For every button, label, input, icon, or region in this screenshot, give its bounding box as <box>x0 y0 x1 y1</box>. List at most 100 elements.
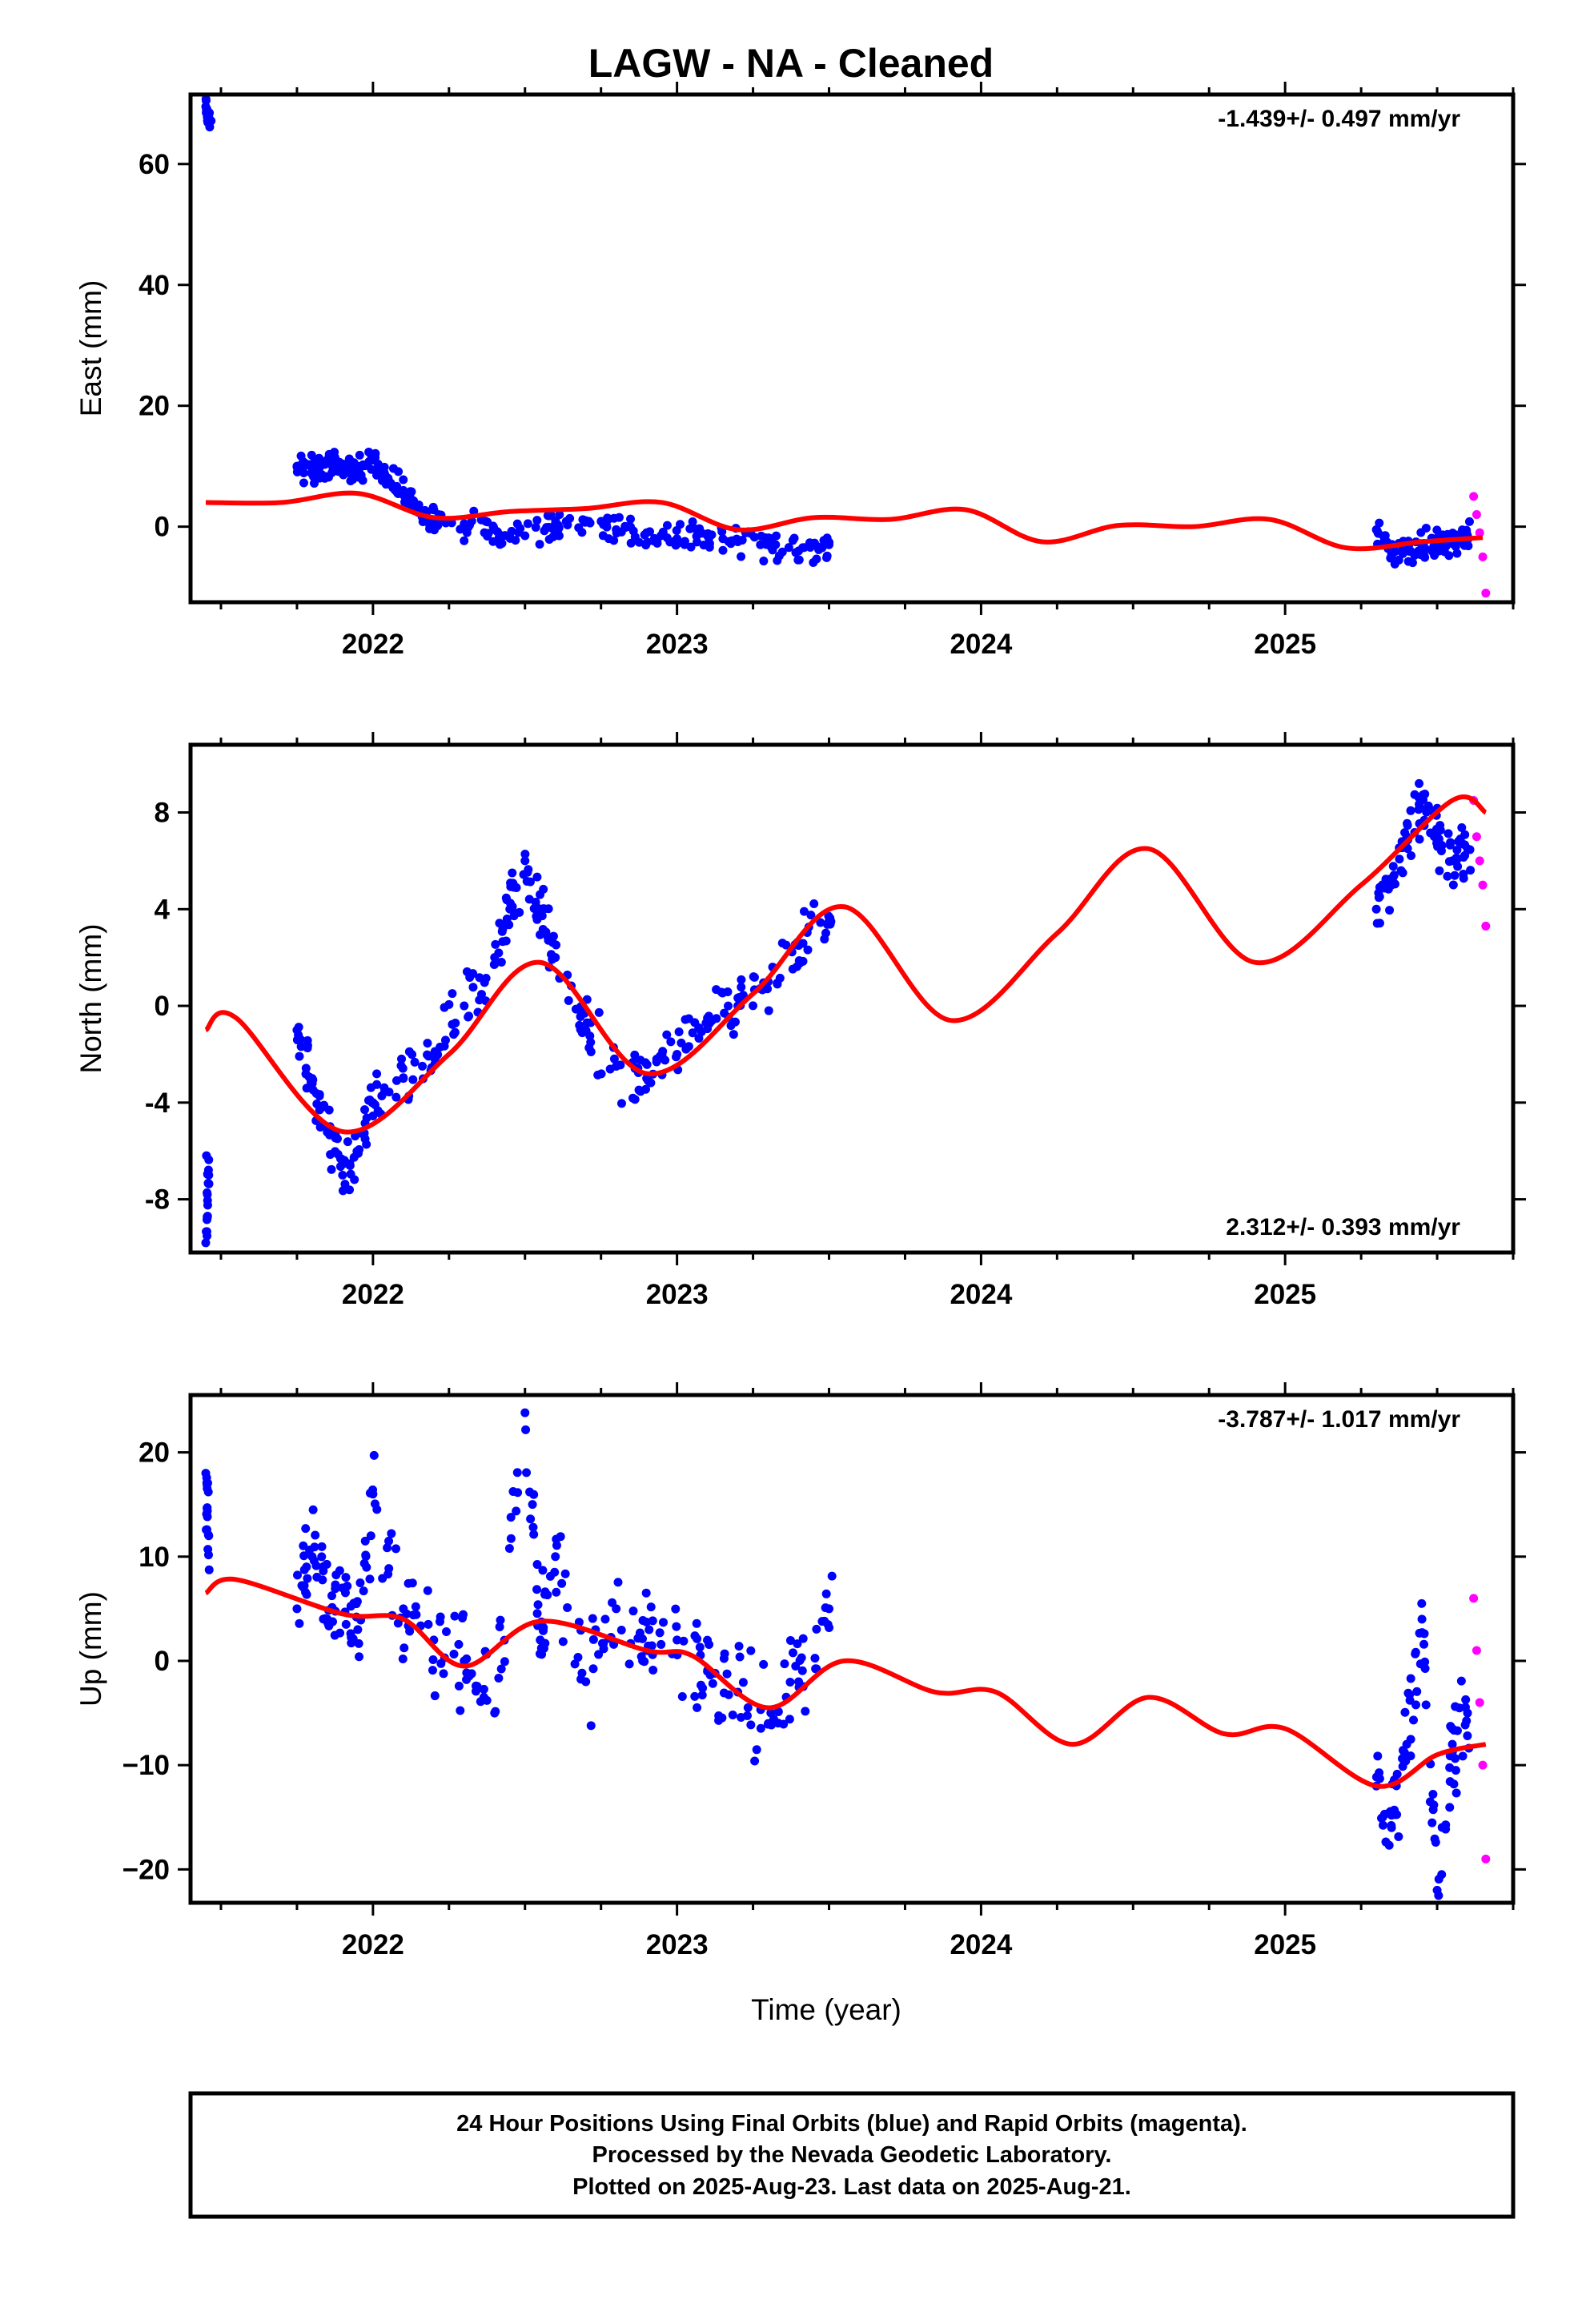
north-y-tick-label: 0 <box>155 991 170 1022</box>
up-final-point <box>529 1530 539 1539</box>
up-final-point <box>456 1706 465 1715</box>
north-final-point <box>652 1057 661 1067</box>
east-y-tick-label: 20 <box>139 391 170 422</box>
up-final-point <box>743 1703 753 1712</box>
north-final-point <box>501 936 511 946</box>
east-final-point <box>360 461 370 471</box>
up-final-point <box>335 1566 344 1575</box>
up-rapid-point <box>1478 1760 1488 1770</box>
north-final-point <box>729 1030 738 1039</box>
north-final-point <box>1446 838 1456 847</box>
east-final-point <box>561 517 571 526</box>
north-final-point <box>684 1014 693 1023</box>
up-final-point <box>586 1721 596 1731</box>
up-final-point <box>628 1606 638 1616</box>
up-final-point <box>552 1587 561 1597</box>
east-final-point <box>1421 523 1431 533</box>
up-final-point <box>369 1450 379 1460</box>
north-x-tick-label: 2025 <box>1254 1279 1316 1310</box>
up-panel: 2022 2023 2024 2025 −20 −10 0 10 20 Up (mm) -3.787… <box>74 1382 1526 1960</box>
north-final-point <box>749 972 759 982</box>
up-final-point <box>1419 1639 1429 1649</box>
up-rate-label: -3.787+/- 1.017 mm/yr <box>1218 1406 1460 1433</box>
up-final-point <box>528 1500 537 1510</box>
north-y-tick-label: -4 <box>145 1088 171 1119</box>
up-final-point <box>203 1550 213 1560</box>
up-final-point <box>303 1574 312 1583</box>
north-final-point <box>505 904 515 914</box>
up-final-point <box>430 1691 440 1701</box>
north-final-point <box>575 1020 584 1030</box>
up-final-point <box>1428 1805 1438 1815</box>
up-final-point <box>1445 1803 1455 1812</box>
up-final-point <box>520 1408 530 1417</box>
north-final-point <box>544 935 553 945</box>
up-final-point <box>299 1551 309 1561</box>
up-final-point <box>318 1575 327 1585</box>
up-final-point <box>338 1583 347 1593</box>
up-final-point <box>648 1665 658 1675</box>
east-final-point <box>817 542 827 552</box>
east-final-point <box>483 532 492 541</box>
up-final-point <box>780 1659 789 1669</box>
up-final-point <box>673 1635 682 1645</box>
east-y-tick-label: 40 <box>139 270 170 301</box>
north-final-point <box>666 1037 676 1047</box>
north-final-point <box>1448 880 1458 890</box>
up-rapid-point <box>1481 1854 1491 1864</box>
up-final-point <box>360 1536 370 1546</box>
up-final-point <box>399 1604 408 1614</box>
up-final-point <box>311 1561 321 1570</box>
north-final-point <box>694 1023 704 1032</box>
east-final-point <box>794 546 804 556</box>
up-final-point <box>810 1654 820 1663</box>
north-final-point <box>1459 869 1468 879</box>
north-final-point <box>490 959 500 969</box>
east-rapid-point <box>1475 528 1484 537</box>
up-rapid-point <box>1475 1698 1484 1707</box>
east-final-point <box>535 540 544 549</box>
north-final-point <box>552 940 561 950</box>
north-final-point <box>612 1062 621 1072</box>
up-final-point <box>756 1723 765 1733</box>
up-final-point <box>1420 1663 1430 1673</box>
up-final-point <box>728 1710 737 1719</box>
figure-title: LAGW - NA - Cleaned <box>588 41 994 86</box>
north-final-point <box>794 956 804 966</box>
up-final-point <box>295 1618 304 1628</box>
up-final-point <box>404 1578 413 1588</box>
up-final-point <box>307 1552 317 1562</box>
north-final-point <box>460 1001 469 1011</box>
east-x-tick-label: 2024 <box>950 629 1012 660</box>
up-final-point <box>793 1639 802 1649</box>
up-final-point <box>449 1649 459 1659</box>
north-final-point <box>496 958 506 967</box>
up-final-point <box>512 1506 521 1516</box>
north-final-point <box>315 1123 325 1132</box>
up-final-point <box>460 1656 469 1666</box>
north-final-point <box>448 989 457 999</box>
east-final-point <box>429 505 439 515</box>
up-final-point <box>341 1619 351 1629</box>
up-final-point <box>1405 1690 1415 1699</box>
north-final-point <box>806 911 816 920</box>
north-final-point <box>694 1033 704 1043</box>
east-x-tick-label: 2025 <box>1254 629 1316 660</box>
up-final-point <box>436 1612 445 1622</box>
north-final-point <box>345 1185 355 1195</box>
east-final-point <box>773 556 782 565</box>
north-final-point <box>440 1041 449 1051</box>
north-plot-area <box>201 778 1491 1248</box>
north-final-point <box>292 1035 302 1045</box>
up-final-point <box>693 1634 702 1643</box>
east-final-point <box>1410 550 1419 560</box>
east-final-point <box>299 478 308 488</box>
up-final-point <box>644 1625 654 1634</box>
up-final-point <box>1462 1716 1472 1726</box>
north-y-axis-label: North (mm) <box>74 923 107 1073</box>
north-final-point <box>490 953 500 963</box>
north-final-point <box>440 1003 449 1012</box>
up-final-point <box>384 1536 394 1546</box>
up-final-point <box>398 1654 408 1663</box>
east-final-point <box>307 464 317 474</box>
